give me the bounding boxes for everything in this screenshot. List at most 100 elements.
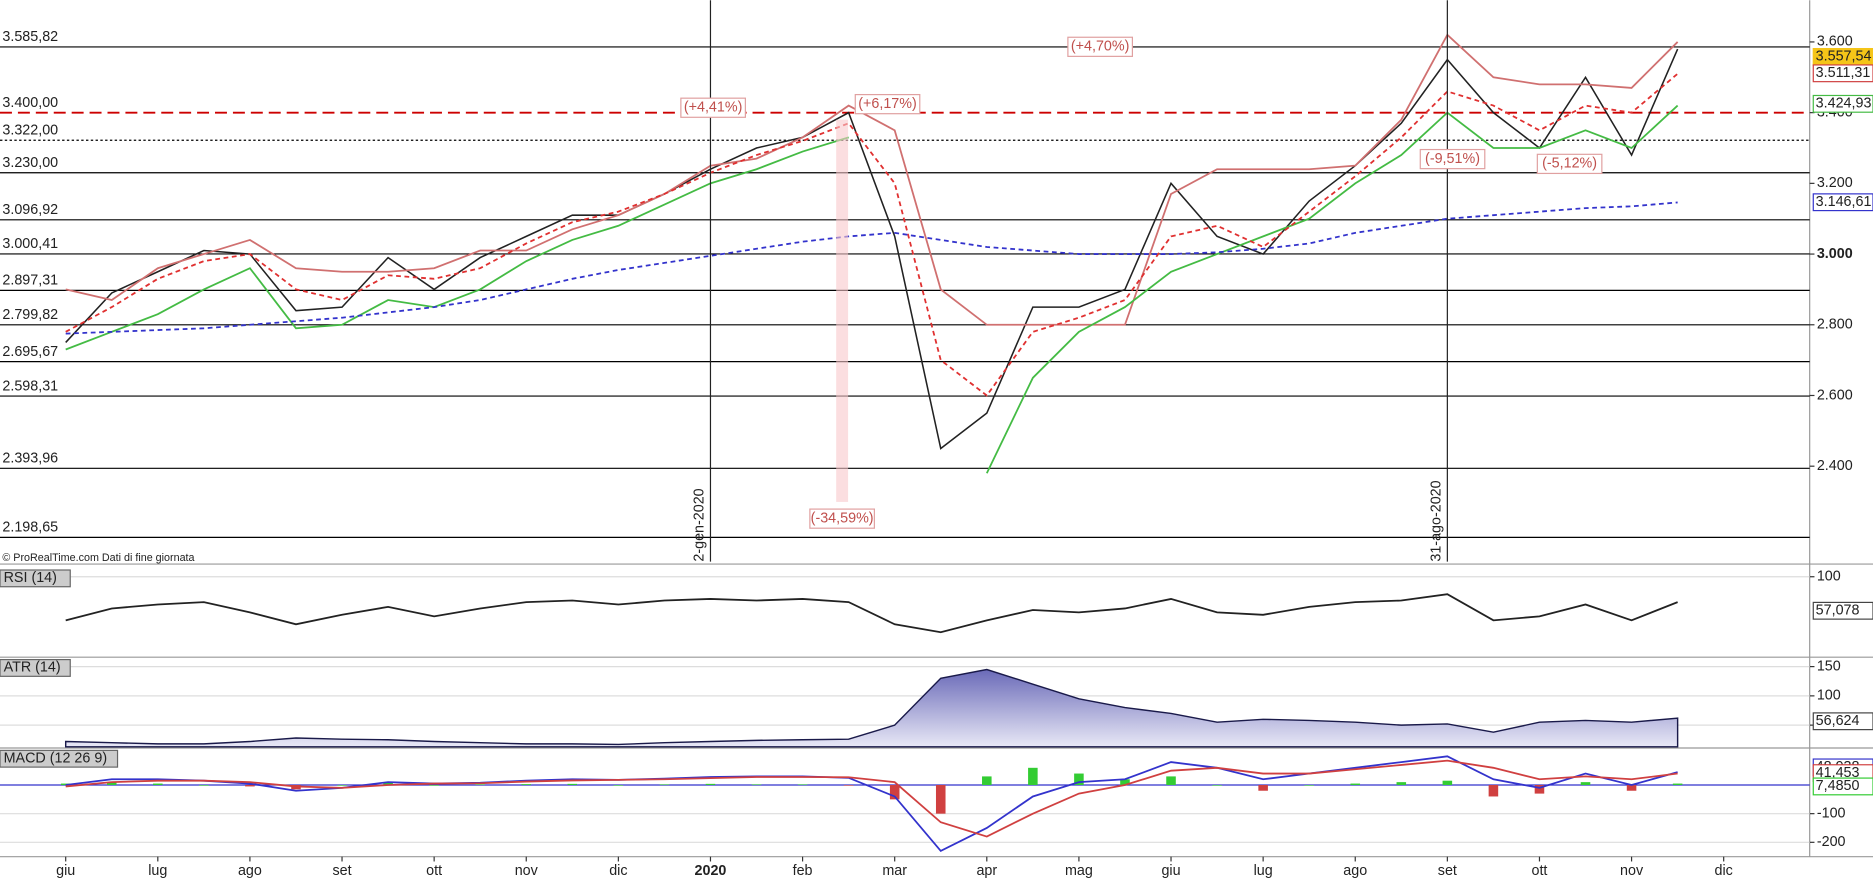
series-line bbox=[65, 201, 1678, 335]
histogram-bar bbox=[889, 785, 900, 800]
histogram-bar bbox=[1488, 785, 1499, 797]
histogram-bar bbox=[106, 782, 117, 786]
histogram-bar bbox=[659, 784, 670, 786]
level-label: 2.897,31 bbox=[2, 273, 58, 289]
panel-title: MACD (12 26 9) bbox=[4, 751, 108, 767]
histogram-bar bbox=[1442, 780, 1453, 786]
area bbox=[64, 668, 1679, 748]
histogram-bar bbox=[1074, 773, 1084, 786]
annotation-box bbox=[809, 508, 875, 529]
x-tick-label: 2020 bbox=[695, 863, 727, 879]
y-tick-label: 2.800 bbox=[1817, 317, 1853, 333]
histogram-bar bbox=[1028, 767, 1038, 786]
series-line bbox=[65, 759, 1678, 838]
series-line bbox=[65, 104, 1679, 474]
marker-label: 31-ago-2020 bbox=[1428, 480, 1444, 561]
x-tick-label: giu bbox=[1161, 863, 1180, 879]
y-tick-label: 100 bbox=[1817, 688, 1841, 704]
annotation: (-5,12%) bbox=[1542, 156, 1597, 172]
annotation-box bbox=[1419, 148, 1486, 170]
annotation-box bbox=[854, 93, 921, 115]
series-line bbox=[65, 593, 1678, 634]
level-label: 3.322,00 bbox=[2, 122, 58, 138]
histogram-bar bbox=[1396, 782, 1407, 786]
source: © ProRealTime.com Dati di fine giornata bbox=[2, 552, 194, 564]
histogram-bar bbox=[245, 785, 255, 787]
histogram-bar bbox=[935, 785, 946, 814]
histogram-bar bbox=[613, 785, 624, 786]
histogram-bar bbox=[1580, 782, 1591, 786]
value-tag: 41,453 bbox=[1816, 765, 1860, 781]
histogram-bar bbox=[1534, 785, 1545, 794]
histogram-bar bbox=[705, 783, 716, 786]
histogram-bar bbox=[1304, 785, 1314, 786]
histogram-bar bbox=[199, 785, 209, 786]
x-tick-label: ott bbox=[426, 863, 442, 879]
level-label: 3.230,00 bbox=[2, 155, 58, 171]
histogram-bar bbox=[1350, 783, 1361, 786]
x-tick-label: mag bbox=[1065, 863, 1093, 879]
series-line bbox=[65, 48, 1679, 450]
histogram-bar bbox=[1120, 779, 1130, 786]
y-tick-label: -100 bbox=[1817, 805, 1846, 821]
value-tag: 3.557,54 bbox=[1816, 49, 1872, 65]
histogram-bar bbox=[521, 784, 532, 786]
x-tick-label: lug bbox=[1254, 863, 1273, 879]
annotation: (+4,41%) bbox=[684, 100, 743, 116]
y-tick-label: 3.200 bbox=[1817, 175, 1853, 191]
x-tick-label: dic bbox=[1715, 863, 1733, 879]
y-tick-label: 2.400 bbox=[1817, 458, 1853, 474]
annotation-box bbox=[680, 97, 746, 118]
value-tag: 3.424,93 bbox=[1816, 96, 1872, 112]
x-tick-label: dic bbox=[609, 863, 627, 879]
annotation: (+4,70%) bbox=[1071, 39, 1130, 55]
value-tag: 57,078 bbox=[1816, 603, 1860, 619]
value-tag-box bbox=[1812, 193, 1873, 212]
panel-title-box bbox=[0, 569, 71, 588]
y-tick-label: 100 bbox=[1817, 569, 1841, 585]
x-tick-label: apr bbox=[976, 863, 997, 879]
crash-band bbox=[836, 119, 849, 502]
series-line bbox=[65, 73, 1679, 397]
annotation-box bbox=[1067, 36, 1133, 57]
value-tag-box bbox=[1812, 94, 1873, 113]
panel-title: RSI (14) bbox=[4, 570, 57, 586]
x-tick-label: ago bbox=[1343, 863, 1367, 879]
x-tick-label: ott bbox=[1531, 863, 1547, 879]
histogram-bar bbox=[1672, 783, 1683, 786]
x-tick-label: ago bbox=[238, 863, 262, 879]
annotation: (-9,51%) bbox=[1425, 151, 1480, 167]
x-tick-label: feb bbox=[793, 863, 813, 879]
value-tag: 56,624 bbox=[1816, 713, 1860, 729]
x-tick-label: nov bbox=[1620, 863, 1644, 879]
annotation: (+6,17%) bbox=[858, 96, 917, 112]
y-tick-label: 3.000 bbox=[1817, 246, 1853, 262]
histogram-bar bbox=[429, 785, 439, 786]
histogram-bar bbox=[1258, 785, 1268, 791]
panel-title-box bbox=[0, 658, 71, 677]
level-label: 2.799,82 bbox=[2, 307, 58, 323]
level-label: 3.000,41 bbox=[2, 236, 58, 252]
histogram-bar bbox=[751, 784, 762, 786]
histogram-bar bbox=[1626, 785, 1637, 791]
x-tick-label: set bbox=[1438, 863, 1457, 879]
histogram-bar bbox=[153, 783, 163, 786]
level-label: 2.198,65 bbox=[2, 520, 58, 536]
level-label: 2.598,31 bbox=[2, 378, 58, 394]
histogram-bar bbox=[982, 776, 992, 786]
marker-label: 2-gen-2020 bbox=[692, 488, 708, 561]
value-tag-box bbox=[1812, 64, 1873, 83]
value-tag-box bbox=[1812, 777, 1873, 796]
level-label: 2.393,96 bbox=[2, 451, 58, 467]
x-tick-label: mar bbox=[882, 863, 907, 879]
level-label: 3.096,92 bbox=[2, 202, 58, 218]
value-tag-box bbox=[1812, 712, 1873, 731]
panel-title: ATR (14) bbox=[4, 660, 61, 676]
y-tick-label: -200 bbox=[1817, 834, 1846, 850]
x-tick-label: giu bbox=[56, 863, 75, 879]
histogram-bar bbox=[383, 782, 393, 786]
annotation-box bbox=[1536, 153, 1603, 175]
value-tag: 3.146,61 bbox=[1816, 194, 1872, 210]
